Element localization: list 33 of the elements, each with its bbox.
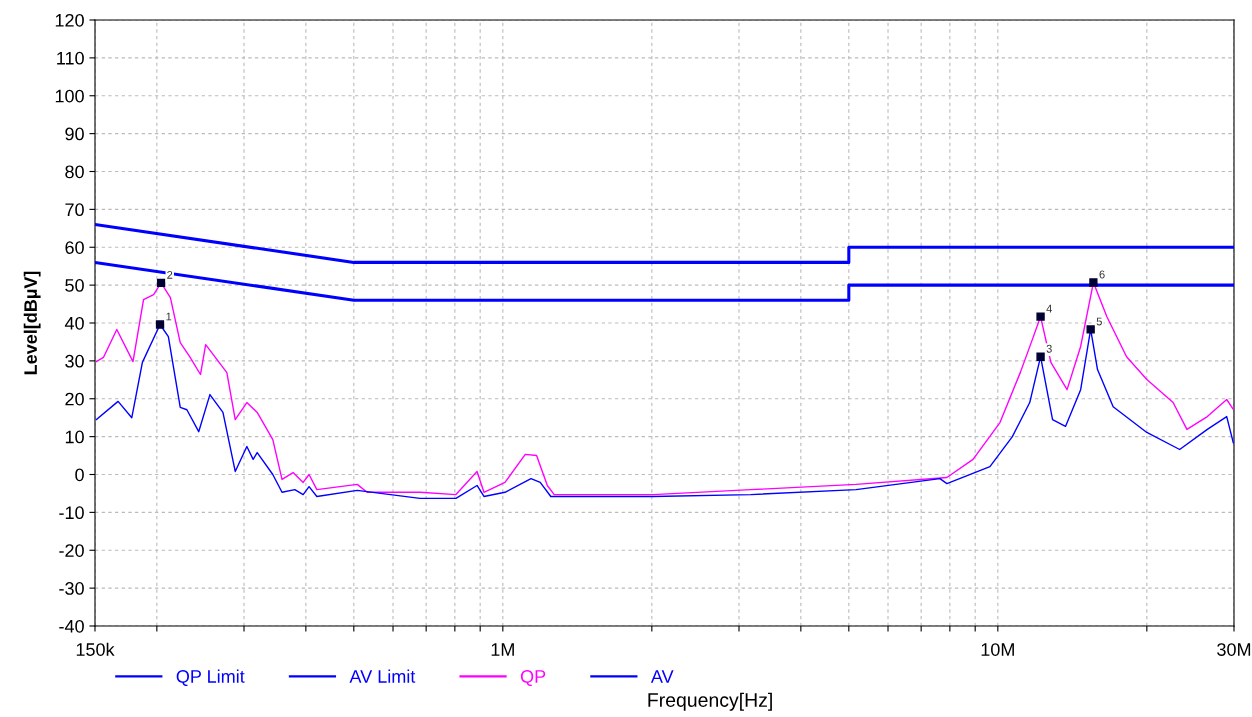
annotation: 3 — [1046, 344, 1052, 353]
y-tick-label: 30 — [65, 354, 84, 368]
annotation: 6 — [1099, 270, 1105, 279]
y-axis-title: Level[dBµV] — [23, 271, 41, 375]
x-tick-label: 30M — [1217, 643, 1251, 656]
y-tick-label: 0 — [75, 468, 84, 482]
y-tick-label: 110 — [57, 51, 84, 65]
x-axis-title: Frequency[Hz] — [648, 692, 772, 711]
y-tick-label: -40 — [59, 619, 84, 633]
y-tick-label: 80 — [65, 165, 84, 179]
legend-label: AV Limit — [349, 669, 416, 683]
x-tick-label: 10M — [981, 643, 1014, 656]
y-tick-label: 50 — [65, 279, 84, 292]
y-tick-label: 70 — [65, 203, 84, 217]
y-tick-label: 100 — [55, 89, 84, 103]
x-tick-label: 1M — [491, 643, 514, 656]
y-tick-label: 20 — [65, 392, 84, 406]
y-tick-label: 90 — [65, 127, 84, 141]
legend-label: QP Limit — [176, 669, 245, 687]
legend-label: AV — [650, 670, 674, 683]
y-tick-label: 60 — [65, 241, 84, 254]
y-tick-label: -10 — [59, 506, 84, 520]
annotation: 5 — [1096, 317, 1102, 326]
x-tick-label: 150k — [76, 642, 115, 656]
legend-label: QP — [520, 670, 546, 687]
y-tick-label: -30 — [59, 582, 84, 595]
y-tick-label: -20 — [59, 544, 84, 557]
y-tick-label: 10 — [65, 430, 84, 444]
annotation: 1 — [166, 312, 172, 321]
y-tick-label: 120 — [55, 13, 84, 27]
y-tick-label: 40 — [64, 316, 84, 330]
annotation: 4 — [1046, 304, 1052, 313]
annotation: 2 — [167, 270, 173, 279]
